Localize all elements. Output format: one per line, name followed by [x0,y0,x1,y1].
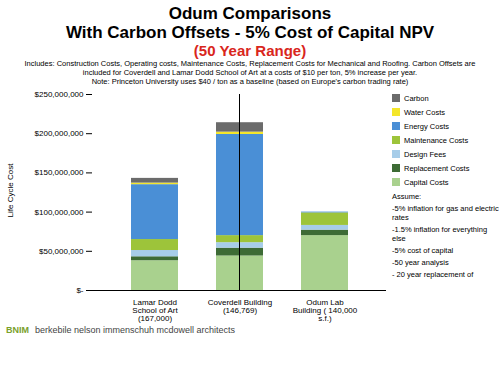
html-text:Replacement Costs: Replacement Costs [404,164,470,173]
html-text:Life Cycle Cost: Life Cycle Cost [5,163,15,218]
svg-text:$250,000,000: $250,000,000 [35,90,84,99]
html-text:Energy Costs: Energy Costs [404,122,449,131]
html-text:BNIM: BNIM [6,325,29,335]
html-text:Carbon: Carbon [404,94,429,103]
html-text:Maintenance Costs: Maintenance Costs [404,136,469,145]
html-text:- 20 year replacement of: - 20 year replacement of [392,270,474,279]
svg-text:$100,000,000: $100,000,000 [35,208,84,217]
html-text:berkebile nelson immenschuh mc: berkebile nelson immenschuh mcdowell arc… [35,325,236,335]
html-text:Capital Costs: Capital Costs [404,178,449,187]
html-text:Design Fees: Design Fees [404,150,447,159]
html-text:Note: Princeton University use: Note: Princeton University uses $40 / to… [91,77,409,86]
html-text:-5% cost of capital: -5% cost of capital [392,246,454,255]
html-text:(50 Year Range): (50 Year Range) [193,42,307,59]
svg-text:Lamar DoddSchool of Art(167,00: Lamar DoddSchool of Art(167,000) [132,298,178,323]
html-text:Includes: Construction Costs,: Includes: Construction Costs, Operating … [24,59,476,77]
html-text:-5% inflation for gas and elec: -5% inflation for gas and electric rates [392,204,499,222]
html-text:With Carbon Offsets - 5% Cost: With Carbon Offsets - 5% Cost of Capital… [65,23,435,42]
html-text:Odum Comparisons: Odum Comparisons [168,4,332,23]
svg-text:Coverdell Building(146,769): Coverdell Building(146,769) [208,298,272,315]
svg-text:Odum LabBuilding ( 140,000s.f.: Odum LabBuilding ( 140,000s.f.) [293,298,358,323]
html-text:-1.5% inflation for everything: -1.5% inflation for everything else [392,225,488,243]
html-text:Assume:: Assume: [392,192,422,201]
html-text:-50 year analysis: -50 year analysis [392,258,449,267]
svg-text:$150,000,000: $150,000,000 [35,168,84,177]
svg-text:$200,000,000: $200,000,000 [35,129,84,138]
html-text:Water Costs: Water Costs [404,108,445,117]
svg-text:$-: $- [76,286,83,295]
svg-text:$50,000,000: $50,000,000 [39,247,84,256]
